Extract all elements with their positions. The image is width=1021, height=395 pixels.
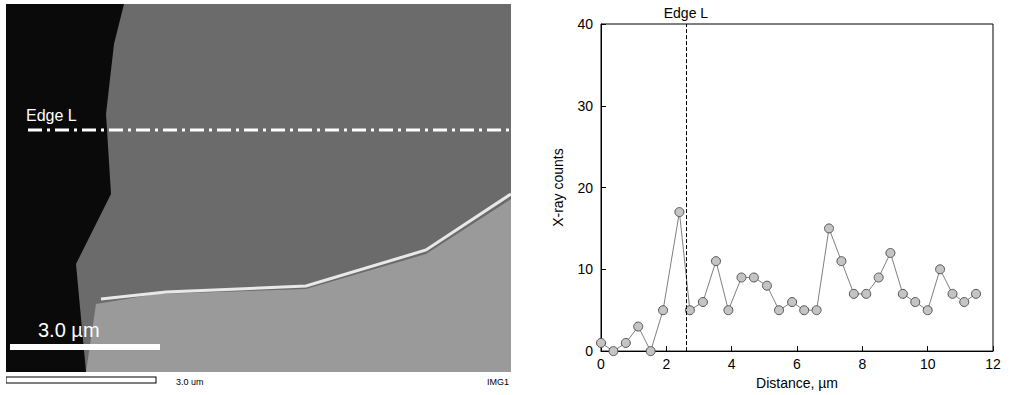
- svg-text:4: 4: [728, 356, 736, 372]
- svg-text:Distance, µm: Distance, µm: [756, 375, 838, 391]
- svg-text:0: 0: [585, 343, 593, 359]
- svg-text:X-ray counts: X-ray counts: [550, 148, 566, 227]
- svg-text:40: 40: [577, 16, 593, 32]
- svg-text:IMG1: IMG1: [487, 377, 509, 387]
- svg-text:30: 30: [577, 98, 593, 114]
- svg-text:3.0 um: 3.0 um: [176, 377, 204, 387]
- svg-text:20: 20: [577, 180, 593, 196]
- svg-text:0: 0: [597, 356, 605, 372]
- svg-text:Edge L: Edge L: [26, 107, 77, 124]
- svg-text:6: 6: [793, 356, 801, 372]
- svg-text:8: 8: [858, 356, 866, 372]
- svg-text:12: 12: [985, 356, 1001, 372]
- svg-text:10: 10: [577, 261, 593, 277]
- svg-text:10: 10: [920, 356, 936, 372]
- svg-text:3.0 µm: 3.0 µm: [38, 319, 100, 341]
- svg-text:2: 2: [662, 356, 670, 372]
- svg-text:Edge L: Edge L: [664, 5, 709, 21]
